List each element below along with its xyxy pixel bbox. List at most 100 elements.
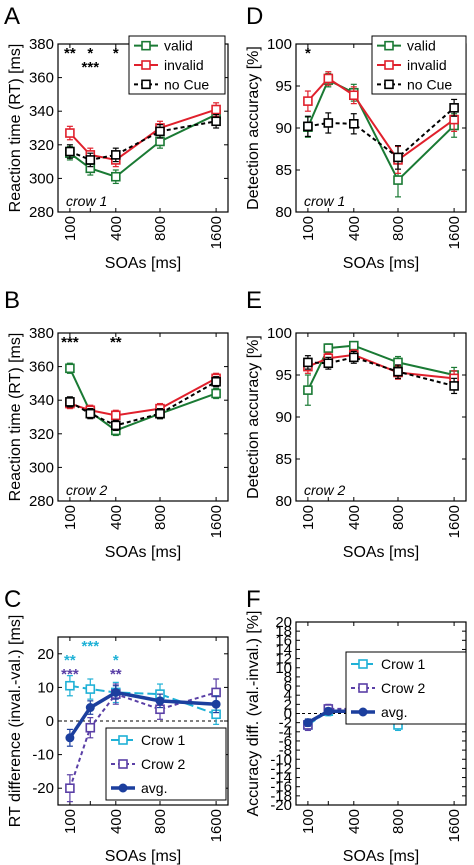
y-tick-label: 100 xyxy=(267,36,292,53)
legend-entry: Crow 1 xyxy=(141,732,186,748)
data-point xyxy=(85,684,96,694)
data-point xyxy=(211,388,221,399)
y-tick-label: 300 xyxy=(29,459,54,476)
y-tick-label: 6 xyxy=(284,678,292,695)
y-tick-label: 360 xyxy=(29,70,54,87)
y-tick-label: 90 xyxy=(275,120,292,137)
data-point xyxy=(323,706,333,716)
series-line xyxy=(68,367,217,432)
x-tick-label: 100 xyxy=(300,505,317,530)
legend-marker xyxy=(384,40,394,51)
y-tick-label: 340 xyxy=(29,103,54,120)
legend-entry: invalid xyxy=(407,57,447,73)
legend-entry: no Cue xyxy=(164,76,209,92)
x-tick-label: 400 xyxy=(346,505,363,530)
legend-marker xyxy=(118,735,128,745)
x-axis-label: SOAs [ms] xyxy=(343,848,419,865)
panel-B: B 280 300 320 340 360 380 100 400 800 1600 SOAs [ms… xyxy=(4,287,229,561)
data-point xyxy=(449,103,459,113)
series-line xyxy=(69,120,217,161)
y-tick-label: 340 xyxy=(29,392,54,409)
significance-stars: ** xyxy=(64,45,76,62)
legend: Crow 1 Crow 2 avg. xyxy=(105,727,227,801)
data-point xyxy=(211,699,221,709)
significance-stars: ** xyxy=(110,334,122,351)
significance-stars: *** xyxy=(61,666,79,683)
series-line xyxy=(307,107,455,159)
data-point xyxy=(85,703,95,713)
legend: valid invalid no Cue xyxy=(128,35,226,95)
data-point xyxy=(323,118,334,128)
panel-label: C xyxy=(4,586,21,613)
significance-stars: * xyxy=(113,45,119,62)
y-tick-label: 280 xyxy=(29,204,54,221)
series-nocue xyxy=(303,350,459,395)
data-point xyxy=(303,121,313,132)
data-point xyxy=(111,687,121,697)
significance-stars: *** xyxy=(82,638,100,655)
data-point xyxy=(303,718,313,728)
legend-entry: avg. xyxy=(381,704,407,720)
legend-marker xyxy=(141,60,151,70)
y-tick-label: -4 xyxy=(279,724,292,741)
data-point xyxy=(211,104,221,115)
y-tick-label: 16 xyxy=(275,632,292,649)
y-tick-label: 80 xyxy=(275,493,292,510)
legend-marker xyxy=(118,759,128,769)
data-point xyxy=(393,152,403,163)
y-axis-label: Accuracy diff. (val.-inval.) [%] xyxy=(245,611,262,817)
y-tick-label: 320 xyxy=(29,137,54,154)
x-tick-label: 400 xyxy=(346,809,363,834)
data-point xyxy=(155,126,165,137)
legend-marker xyxy=(358,683,368,693)
x-tick-label: 800 xyxy=(152,809,169,834)
y-tick-label: 8 xyxy=(284,669,292,686)
significance-stars: * xyxy=(305,45,311,62)
y-tick-label: 300 xyxy=(29,170,54,187)
panel-label: F xyxy=(246,586,261,613)
panel-label: E xyxy=(246,287,262,314)
data-point xyxy=(65,733,75,743)
y-tick-label: -8 xyxy=(279,742,292,759)
data-point xyxy=(303,357,313,368)
significance-stars: ** xyxy=(110,666,122,683)
legend-entry: valid xyxy=(164,38,193,54)
legend-marker xyxy=(141,40,151,51)
x-tick-label: 400 xyxy=(108,216,125,241)
crow-annotation: crow 1 xyxy=(304,193,345,209)
series-line xyxy=(307,356,455,387)
legend-entry: valid xyxy=(407,38,436,54)
data-point xyxy=(65,680,75,691)
x-tick-label: 1600 xyxy=(208,809,225,842)
series-nocue xyxy=(303,98,459,170)
significance-stars: *** xyxy=(61,334,79,351)
series-valid xyxy=(65,107,221,185)
y-tick-label: 320 xyxy=(29,426,54,443)
y-tick-label: 85 xyxy=(275,162,292,179)
y-tick-label: 12 xyxy=(275,651,292,668)
y-tick-label: 90 xyxy=(275,409,292,426)
data-point xyxy=(155,696,165,706)
data-point xyxy=(323,343,334,353)
x-tick-label: 100 xyxy=(300,809,317,834)
y-tick-label: -10 xyxy=(270,751,292,768)
axes-frame xyxy=(57,332,229,502)
x-tick-label: 1600 xyxy=(208,505,225,538)
data-point xyxy=(449,381,459,391)
legend-marker xyxy=(358,707,368,717)
y-tick-label: 14 xyxy=(275,641,292,658)
legend-marker xyxy=(384,79,394,90)
data-point xyxy=(323,358,334,369)
x-axis-label: SOAs [ms] xyxy=(343,255,419,272)
data-point xyxy=(323,73,334,84)
x-tick-label: 1600 xyxy=(208,216,225,249)
y-tick-label: 100 xyxy=(267,325,292,342)
y-tick-label: -20 xyxy=(270,797,292,814)
legend-marker xyxy=(141,79,151,90)
series-valid xyxy=(303,340,459,406)
data-point xyxy=(65,146,75,157)
series-valid xyxy=(65,362,221,437)
x-tick-label: 400 xyxy=(108,809,125,834)
legend-entry: Crow 2 xyxy=(141,756,186,772)
